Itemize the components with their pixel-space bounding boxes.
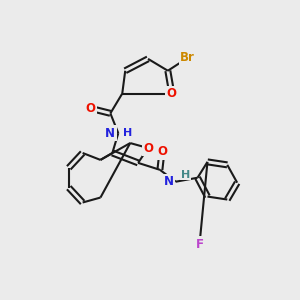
Text: Br: Br [180, 51, 195, 64]
Text: H: H [123, 128, 133, 138]
Text: N: N [164, 175, 174, 188]
Text: F: F [196, 238, 203, 250]
Text: O: O [167, 87, 177, 100]
Text: O: O [143, 142, 153, 154]
Text: N: N [105, 127, 115, 140]
Text: O: O [157, 146, 167, 158]
Text: O: O [85, 102, 96, 115]
Text: H: H [181, 170, 190, 180]
